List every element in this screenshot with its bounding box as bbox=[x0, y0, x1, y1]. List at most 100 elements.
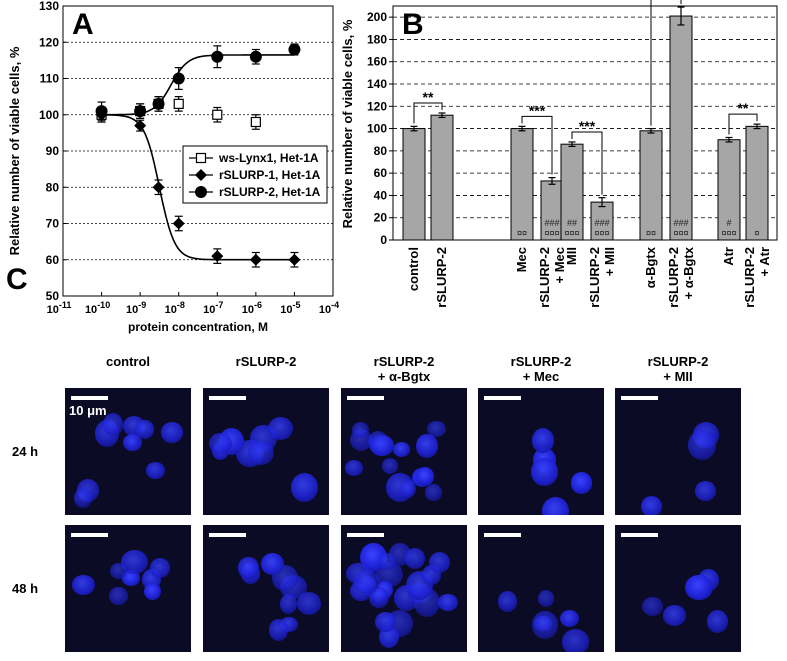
filled-circle-point bbox=[95, 105, 108, 118]
y-tick-label: 50 bbox=[46, 289, 60, 303]
filled-diamond-point bbox=[134, 119, 147, 132]
cell-nucleus bbox=[72, 575, 95, 596]
panel-a-letter: A bbox=[72, 8, 94, 41]
cell-nucleus bbox=[381, 458, 398, 474]
open-square-point bbox=[195, 152, 207, 164]
category-label: α-Bgtx bbox=[643, 246, 658, 288]
filled-diamond-point bbox=[152, 181, 165, 194]
panel-a-legend: ws-Lynx1, Het-1A rSLURP-1, Het-1A rSLURP-2… bbox=[182, 145, 328, 204]
column-header: control bbox=[105, 354, 151, 369]
significance-mark: ¤¤¤ bbox=[673, 228, 688, 238]
cell-nucleus bbox=[438, 593, 458, 612]
y-tick-label: 70 bbox=[46, 217, 60, 231]
cell-nucleus bbox=[296, 592, 322, 616]
panel-a-xlabel: protein concentration, M bbox=[128, 320, 268, 334]
cell-nucleus bbox=[707, 610, 729, 634]
cell-nucleus bbox=[135, 419, 155, 439]
scale-bar-label: 10 μm bbox=[69, 403, 107, 418]
cell-nucleus bbox=[662, 605, 686, 626]
panel-b-bars: ¤¤###¤¤¤##¤¤¤###¤¤¤ ¤¤###¤¤¤#¤¤¤ ¤ bbox=[402, 6, 769, 241]
y-tick-label: 90 bbox=[46, 144, 60, 158]
cell-nucleus bbox=[641, 495, 663, 515]
cell-nucleus bbox=[149, 558, 171, 578]
cell-nucleus bbox=[108, 586, 128, 605]
scale-bar bbox=[621, 396, 658, 400]
significance-mark: # bbox=[726, 218, 731, 228]
comparison-label: *** bbox=[579, 118, 596, 134]
x-tick-label: 10-6 bbox=[242, 300, 262, 316]
bar bbox=[430, 114, 454, 241]
panel-a-x-ticks: 10-11 10-10 10-9 10-8 10-7 10-6 10-5 10-4 bbox=[47, 292, 339, 316]
comparison-label: ** bbox=[738, 100, 749, 116]
cell-nucleus bbox=[532, 611, 558, 639]
cell-nucleus bbox=[427, 420, 447, 437]
y-tick-label: 60 bbox=[374, 166, 388, 180]
micrograph: 10 μm bbox=[65, 388, 191, 515]
comparison-bracket bbox=[571, 131, 603, 195]
y-tick-label: 120 bbox=[39, 35, 59, 49]
significance-mark: ### bbox=[594, 218, 609, 228]
panel-c-letter: C bbox=[6, 263, 28, 296]
category-label: rSLURP-2 bbox=[434, 247, 449, 308]
bar bbox=[745, 125, 769, 241]
scale-bar bbox=[71, 396, 108, 400]
significance-mark: ¤¤¤ bbox=[594, 228, 609, 238]
y-tick-label: 20 bbox=[374, 211, 388, 225]
cell-nucleus bbox=[642, 596, 663, 616]
cell-nucleus bbox=[561, 629, 590, 652]
x-tick-label: 10-9 bbox=[126, 300, 146, 316]
cell-nucleus bbox=[570, 472, 593, 494]
category-label: Mec bbox=[514, 247, 529, 272]
filled-circle-point bbox=[288, 43, 301, 56]
panel-b-y-ticks: 0 20 40 60 80 100 120 140 160 180 200 bbox=[367, 10, 393, 247]
cell-nucleus bbox=[560, 610, 580, 628]
significance-mark: ¤¤ bbox=[517, 228, 527, 238]
filled-diamond-point bbox=[288, 253, 301, 266]
column-header: rSLURP-2 + Mec bbox=[510, 354, 572, 384]
cell-nucleus bbox=[146, 462, 166, 480]
cell-nucleus bbox=[531, 457, 558, 487]
category-label: MII bbox=[564, 247, 579, 265]
open-square-point bbox=[212, 109, 223, 120]
bar bbox=[510, 128, 534, 241]
y-tick-label: 140 bbox=[367, 77, 387, 91]
cell-nucleus bbox=[290, 472, 319, 503]
panel-a-y-ticks: 50 60 70 80 90 100 110 120 130 bbox=[39, 0, 67, 303]
column-header: rSLURP-2 + MII bbox=[647, 354, 709, 384]
cell-nucleus bbox=[415, 466, 434, 486]
cell-nucleus bbox=[399, 479, 416, 498]
legend-label: rSLURP-2, Het-1A bbox=[219, 185, 321, 199]
micrograph bbox=[478, 525, 604, 652]
scale-bar bbox=[621, 533, 658, 537]
cell-nucleus bbox=[103, 412, 124, 436]
panel-b-grid bbox=[393, 16, 777, 219]
cell-nucleus bbox=[541, 497, 569, 515]
y-tick-label: 100 bbox=[367, 122, 387, 136]
filled-diamond-point bbox=[249, 253, 262, 266]
significance-mark: ¤¤ bbox=[646, 228, 656, 238]
comparison-bracket bbox=[413, 102, 443, 124]
x-tick-label: 10-11 bbox=[47, 300, 72, 316]
cell-nucleus bbox=[238, 556, 259, 580]
filled-diamond-point bbox=[195, 169, 207, 181]
comparison-label: *** bbox=[529, 102, 546, 118]
cell-nucleus bbox=[424, 484, 443, 501]
y-tick-label: 40 bbox=[374, 188, 388, 202]
cell-nucleus bbox=[531, 427, 555, 453]
significance-mark: ¤¤¤ bbox=[564, 228, 579, 238]
cell-nucleus bbox=[684, 574, 713, 601]
cell-nucleus bbox=[537, 590, 555, 608]
bar bbox=[669, 15, 693, 241]
row-label: 48 h bbox=[12, 580, 39, 596]
legend-label: rSLURP-1, Het-1A bbox=[219, 168, 321, 182]
cell-nucleus bbox=[351, 422, 369, 439]
open-square-point bbox=[250, 116, 261, 128]
significance-mark: ¤¤¤ bbox=[544, 228, 559, 238]
scale-bar bbox=[484, 533, 521, 537]
micrograph bbox=[203, 525, 329, 652]
significance-mark: ### bbox=[673, 218, 688, 228]
micrograph bbox=[341, 388, 467, 515]
